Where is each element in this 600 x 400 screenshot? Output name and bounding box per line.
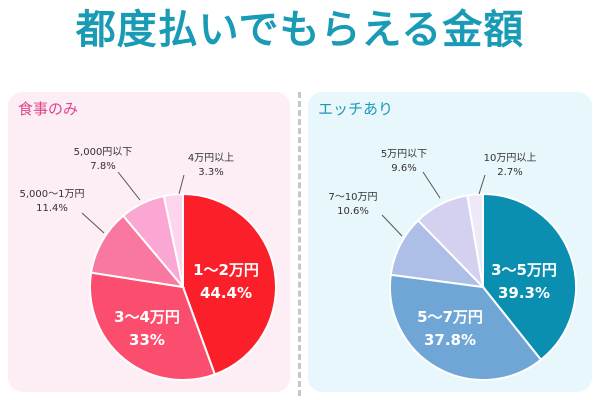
chart1-slice-4-value: 2.7% [497,167,522,178]
chart0-slice-3-leader-line [117,171,141,201]
chart1-slice-1-value: 37.8% [424,331,476,349]
chart1-slice-4 [466,192,484,288]
chart0-slice-0-value: 44.4% [200,284,252,302]
chart0-slice-2 [89,214,186,289]
chart0-slice-2-value: 11.4% [36,203,68,214]
chart1-slice-3-value: 9.6% [391,163,416,174]
chart1-slice-2-leader-line [381,214,403,237]
chart-title-meal-only: 食事のみ [18,100,79,118]
chart1-slice-4-label: 10万円以上 [484,152,537,164]
chart0-slice-1-label: 3〜4万円 [114,308,180,326]
chart1-slice-2-value: 10.6% [337,206,369,217]
chart1-slice-1 [389,273,543,381]
chart1-slice-0 [482,192,577,362]
chart0-slice-4 [162,192,184,288]
chart0-slice-0-label: 1〜2万円 [193,261,259,279]
chart0-slice-4-value: 3.3% [198,167,223,178]
chart0-slice-2-label: 5,000〜1万円 [20,189,85,200]
chart0-slice-2-leader-line [81,212,105,234]
chart0-slice-1-value: 33% [129,331,165,349]
chart0-slice-3-label: 5,000円以下 [74,147,133,158]
chart0-slice-1 [89,271,217,381]
chart0-slice-0 [182,192,277,376]
chart0-slice-3-value: 7.8% [90,161,115,172]
page-title: 都度払いでもらえる金額 [75,7,525,53]
chart1-slice-2-label: 7〜10万円 [328,192,377,203]
chart1-slice-4-leader-line [478,174,486,195]
chart0-slice-4-label: 4万円以上 [188,152,234,164]
chart1-slice-3-label: 5万円以下 [381,149,427,160]
panel-divider [298,92,301,396]
chart0-slice-4-leader-line [178,174,185,195]
chart1-slice-1-label: 5〜7万円 [417,308,483,326]
chart-title-with-sex: エッチあり [318,100,394,118]
chart1-slice-3-leader-line [422,171,441,199]
chart1-slice-0-value: 39.3% [498,284,550,302]
chart1-slice-0-label: 3〜5万円 [491,261,557,279]
